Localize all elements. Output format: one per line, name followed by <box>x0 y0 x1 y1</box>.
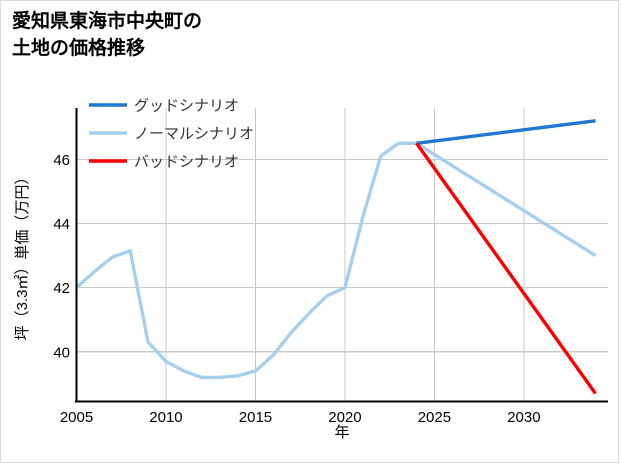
x-tick-label: 2005 <box>60 409 93 426</box>
x-axis-title: 年 <box>334 424 349 441</box>
series-line-グッドシナリオ <box>416 119 596 145</box>
y-tick-label: 44 <box>53 216 70 233</box>
x-tick-label: 2010 <box>149 409 182 426</box>
x-tick-label: 2020 <box>328 409 361 426</box>
series-line-ノーマルシナリオ <box>75 141 597 380</box>
legend-label-2: バッドシナリオ <box>134 154 239 171</box>
x-tick-labels: 2005 2010 2015 2020 2025 2030 <box>60 409 541 426</box>
y-tick-label: 40 <box>53 344 70 361</box>
x-tick-label: 2030 <box>507 409 540 426</box>
x-tick-label: 2015 <box>239 409 272 426</box>
legend-label-0: グッドシナリオ <box>134 98 239 115</box>
data-series-group <box>75 119 597 395</box>
axis-spines <box>75 108 608 403</box>
y-tick-label: 46 <box>53 152 70 169</box>
gridlines <box>76 108 608 402</box>
y-tick-label: 42 <box>53 280 70 297</box>
legend-label-1: ノーマルシナリオ <box>134 126 254 143</box>
y-axis-title: 坪（3.3㎡）単価（万円） <box>14 170 31 341</box>
x-tick-label: 2025 <box>418 409 451 426</box>
y-tick-labels: 40 42 44 46 <box>53 152 70 361</box>
series-line-バッドシナリオ <box>415 142 597 395</box>
page-title: 愛知県東海市中央町の 土地の価格推移 <box>12 11 203 59</box>
